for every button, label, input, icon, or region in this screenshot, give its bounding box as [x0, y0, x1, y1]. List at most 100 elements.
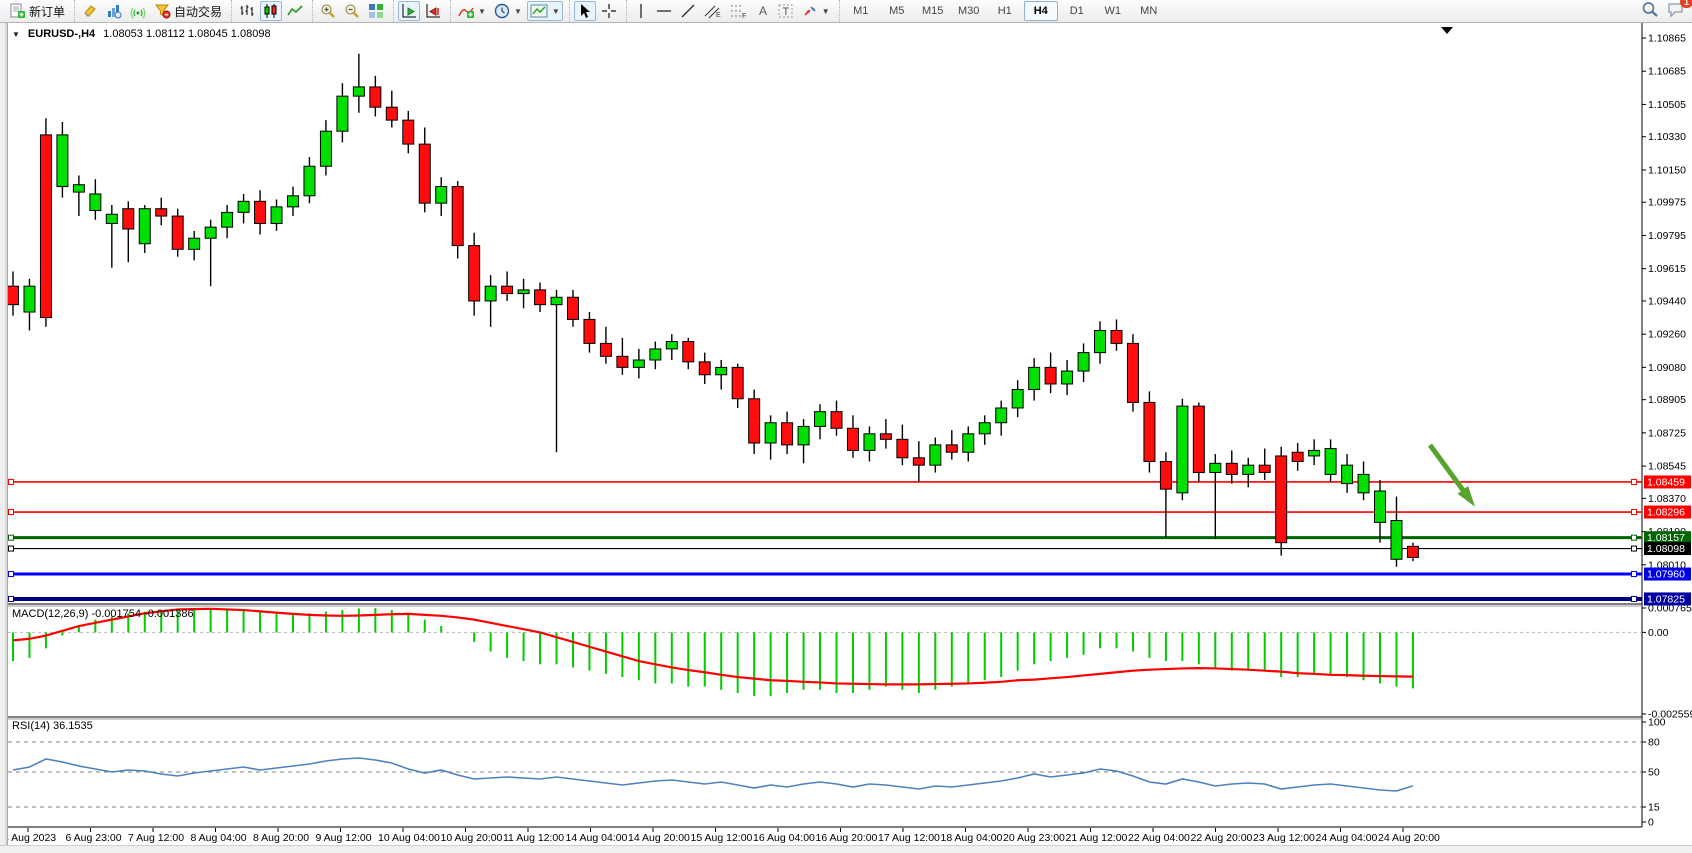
horizontal-price-lines[interactable] — [8, 478, 1642, 602]
toolbar: 新订单 自动交易 ▼ ▼ ▼ E F A T ▼ M1 M5 M15 M30 H1 H4 D1 W1 MN 1 — [0, 0, 1692, 23]
templates-button[interactable]: ▼ — [526, 1, 563, 21]
svg-text:F: F — [742, 13, 746, 19]
trendline-tool-button[interactable] — [677, 1, 699, 21]
svg-text:1.08905: 1.08905 — [1648, 394, 1686, 406]
horizontal-line-tool-button[interactable] — [653, 1, 675, 21]
zoom-in-button[interactable] — [317, 1, 339, 21]
toolbar-group: 新订单 — [2, 0, 72, 22]
chart-ohlc-values: 1.08053 1.08112 1.08045 1.08098 — [103, 28, 271, 40]
toolbar-group — [393, 0, 448, 22]
svg-text:7 Aug 12:00: 7 Aug 12:00 — [128, 832, 184, 844]
arrow-annotation[interactable] — [1427, 443, 1476, 507]
periods-dropdown-caret[interactable]: ▼ — [513, 6, 522, 16]
cursor-icon — [577, 3, 593, 19]
svg-text:4 Aug 2023: 4 Aug 2023 — [3, 832, 56, 844]
rsi-axis[interactable]: 100 80 50 15 0 — [1642, 717, 1666, 829]
tile-windows-button[interactable] — [365, 1, 387, 21]
svg-text:1.08296: 1.08296 — [1647, 507, 1685, 519]
timeframe-w1-button[interactable]: W1 — [1104, 5, 1121, 17]
macd-panel — [8, 607, 1642, 697]
search-icon[interactable] — [1641, 1, 1659, 21]
timeframe-group: M1 M5 M15 M30 H1 H4 D1 W1 MN — [838, 0, 1170, 22]
window-left-edge — [0, 23, 8, 845]
notification-badge: 1 — [1679, 0, 1692, 8]
arrows-tool-dropdown-caret[interactable]: ▼ — [821, 6, 830, 16]
toolbar-group — [568, 0, 624, 22]
auto-scroll-icon — [401, 3, 417, 19]
text-label-tool-button[interactable]: T — [775, 1, 797, 21]
svg-text:16 Aug 04:00: 16 Aug 04:00 — [753, 832, 815, 844]
periods-icon — [494, 3, 510, 19]
svg-text:1.08370: 1.08370 — [1648, 493, 1686, 505]
bar-chart-mode-button[interactable] — [236, 1, 258, 21]
svg-text:22 Aug 04:00: 22 Aug 04:00 — [1128, 832, 1190, 844]
rsi-indicator-label: RSI(14) 36.1535 — [12, 720, 93, 732]
notifications-icon[interactable]: 1 — [1667, 0, 1692, 21]
autotrading-button[interactable]: 自动交易 — [151, 1, 225, 21]
toolbar-group: 自动交易 — [74, 0, 229, 22]
timeframe-mn-button[interactable]: MN — [1140, 5, 1158, 17]
templates-dropdown-caret[interactable]: ▼ — [551, 6, 560, 16]
signals-button[interactable] — [127, 1, 149, 21]
timeframe-m1-button[interactable]: M1 — [853, 5, 869, 17]
chart-collapse-icon[interactable]: ▼ — [12, 29, 20, 39]
svg-text:18 Aug 04:00: 18 Aug 04:00 — [941, 832, 1003, 844]
new-order-label: 新订单 — [29, 4, 66, 19]
trendline-tool-icon — [680, 3, 696, 19]
timeframe-m15-button[interactable]: M15 — [922, 5, 944, 17]
svg-text:1.09260: 1.09260 — [1648, 329, 1686, 341]
candlestick-mode-button[interactable] — [260, 1, 283, 21]
indicators-list-button[interactable]: ▼ — [455, 1, 489, 21]
autotrading-icon — [154, 3, 171, 19]
indicators-list-dropdown-caret[interactable]: ▼ — [478, 6, 486, 16]
auto-scroll-button[interactable] — [398, 1, 421, 21]
vertical-line-tool-button[interactable] — [631, 1, 651, 21]
chart-shift-marker-icon[interactable] — [1441, 27, 1453, 34]
zoom-out-icon — [344, 3, 360, 19]
zoom-out-button[interactable] — [341, 1, 363, 21]
crosshair-button[interactable] — [598, 1, 620, 21]
timeframe-d1-button[interactable]: D1 — [1069, 5, 1084, 17]
timeframe-h1-button[interactable]: H1 — [997, 5, 1012, 17]
timeframe-h4-button[interactable]: H4 — [1023, 1, 1058, 21]
svg-text:-0.002559: -0.002559 — [1648, 709, 1692, 721]
svg-text:80: 80 — [1648, 737, 1660, 749]
chart-shift-icon — [425, 3, 441, 19]
chart-title: ▼ EURUSD-,H4 1.08053 1.08112 1.08045 1.0… — [12, 28, 271, 40]
quotes-button[interactable] — [79, 1, 101, 21]
svg-text:24 Aug 04:00: 24 Aug 04:00 — [1316, 832, 1378, 844]
equidistant-channel-tool-button[interactable]: E — [701, 1, 725, 21]
macd-axis[interactable]: 0.000765 0.00 -0.002559 — [1642, 603, 1692, 721]
text-tool-button[interactable]: A — [753, 1, 773, 21]
toolbar-group: E F A T ▼ — [625, 0, 837, 22]
line-chart-mode-button[interactable] — [284, 1, 306, 21]
fibonacci-tool-icon: F — [730, 3, 748, 19]
periods-button[interactable]: ▼ — [491, 1, 525, 21]
new-order-button[interactable]: 新订单 — [6, 1, 68, 21]
svg-text:20 Aug 23:00: 20 Aug 23:00 — [1003, 832, 1065, 844]
chart-shift-button[interactable] — [422, 1, 444, 21]
svg-text:14 Aug 20:00: 14 Aug 20:00 — [628, 832, 690, 844]
svg-text:1.09795: 1.09795 — [1648, 230, 1686, 242]
timeframe-m5-button[interactable]: M5 — [889, 5, 905, 17]
svg-text:11 Aug 12:00: 11 Aug 12:00 — [503, 832, 564, 844]
svg-text:0.000765: 0.000765 — [1648, 603, 1692, 615]
chart-window[interactable]: 1.10865 1.10685 1.10505 1.10330 1.10150 1.099… — [0, 23, 1692, 853]
svg-text:1.10505: 1.10505 — [1648, 99, 1686, 111]
quotes-icon — [82, 3, 98, 19]
indicators-list-icon — [458, 3, 475, 19]
navigator-button[interactable] — [103, 1, 125, 21]
fibonacci-tool-button[interactable]: F — [727, 1, 751, 21]
chart-canvas[interactable]: 1.10865 1.10685 1.10505 1.10330 1.10150 1.099… — [0, 23, 1692, 853]
crosshair-icon — [601, 3, 617, 19]
toolbar-group — [231, 0, 310, 22]
price-axis[interactable]: 1.10865 1.10685 1.10505 1.10330 1.10150 1.099… — [1642, 33, 1686, 572]
svg-text:14 Aug 04:00: 14 Aug 04:00 — [566, 832, 628, 844]
timeframe-m30-button[interactable]: M30 — [958, 5, 980, 17]
svg-text:24 Aug 20:00: 24 Aug 20:00 — [1378, 832, 1440, 844]
time-axis[interactable]: 4 Aug 2023 6 Aug 23:00 7 Aug 12:00 8 Aug 04… — [3, 828, 1440, 844]
arrows-tool-button[interactable]: ▼ — [799, 1, 833, 21]
horizontal-line-tool-icon — [656, 3, 672, 19]
cursor-button[interactable] — [573, 1, 596, 21]
